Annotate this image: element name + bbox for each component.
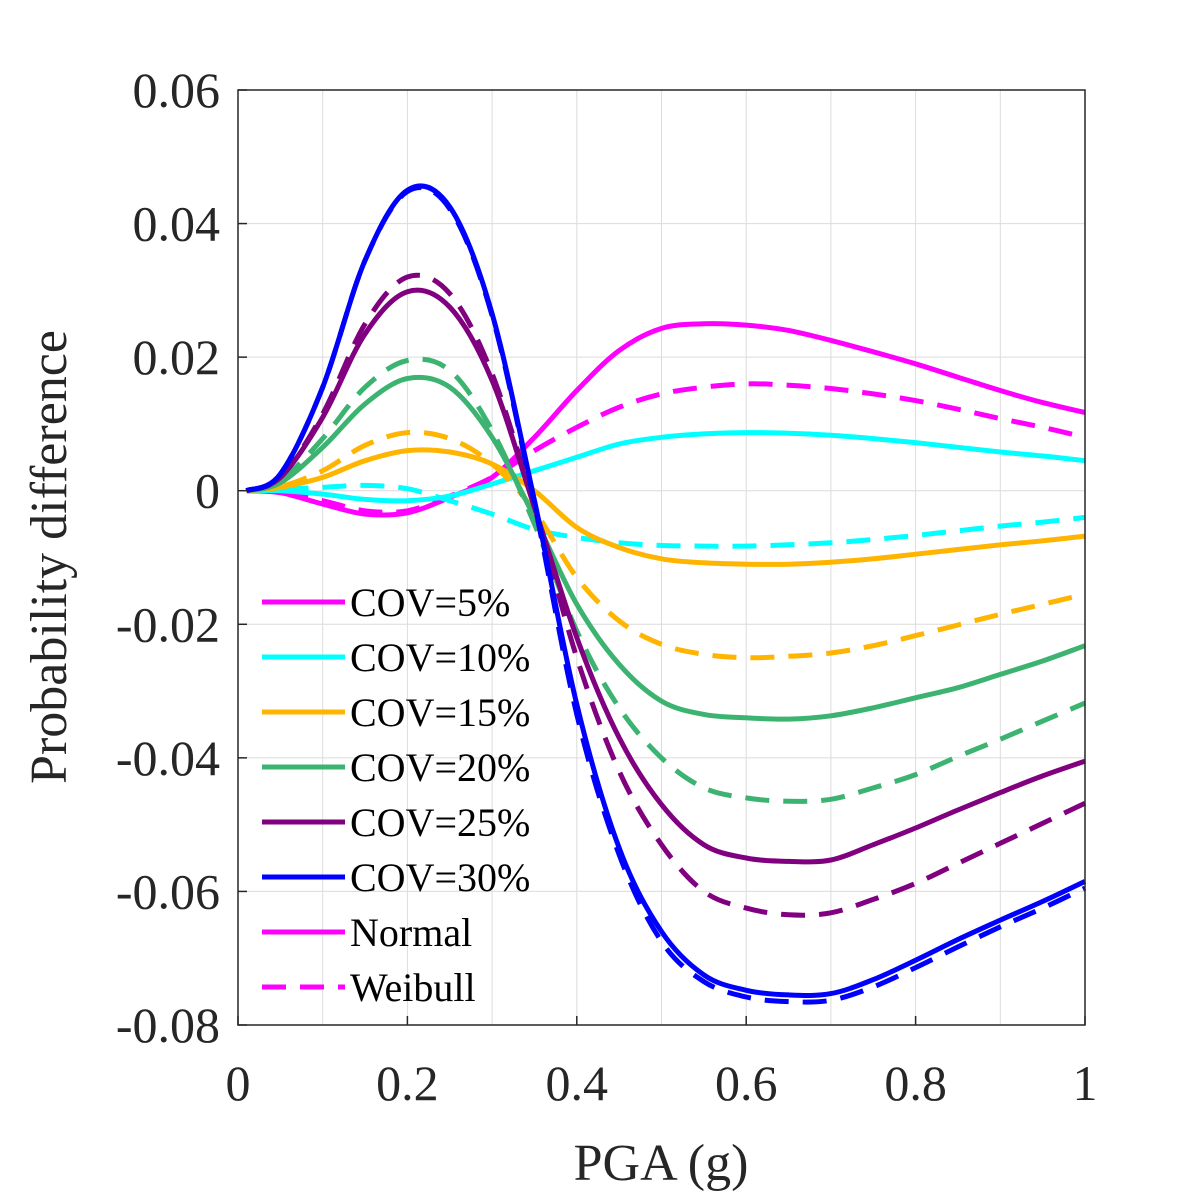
legend-label: COV=15%: [350, 690, 530, 735]
y-tick-label: 0.02: [133, 329, 221, 385]
plot-frame: [237, 89, 1086, 1026]
legend-label: COV=5%: [350, 580, 510, 625]
x-tick-label: 1: [1073, 1055, 1098, 1111]
series-line-cov10-normal: [246, 430, 1086, 504]
legend-label: COV=25%: [350, 800, 530, 845]
series-line-cov5-normal: [246, 321, 1086, 518]
series-line-cov25-weibull: [245, 272, 1087, 918]
y-axis-ticks: -0.08 -0.06 -0.04 -0.02 0 0.02 0.04 0.06: [116, 62, 247, 1053]
plot-series: [245, 183, 1087, 1005]
y-tick-label: 0.04: [133, 196, 221, 252]
legend-label: Normal: [350, 910, 472, 955]
series-line-cov30-weibull: [245, 185, 1087, 1005]
legend-label: COV=20%: [350, 745, 530, 790]
series-line-cov20-weibull: [245, 356, 1086, 804]
x-tick-label: 0.4: [546, 1055, 609, 1111]
series-line-cov10-weibull: [246, 482, 1086, 549]
y-tick-label: -0.04: [116, 730, 220, 786]
x-tick-label: 0.2: [376, 1055, 439, 1111]
series-line-cov5-weibull: [246, 381, 1086, 515]
y-tick-label: 0: [195, 463, 220, 519]
x-tick-label: 0.8: [884, 1055, 947, 1111]
x-axis-label: PGA (g): [574, 1135, 749, 1192]
x-tick-label: 0: [226, 1055, 251, 1111]
series-line-cov15-normal: [246, 447, 1086, 567]
x-tick-label: 0.6: [715, 1055, 778, 1111]
y-tick-label: -0.06: [116, 863, 220, 919]
series-line-cov20-normal: [245, 374, 1086, 722]
series-line-cov25-normal: [245, 287, 1086, 865]
legend-label: COV=30%: [350, 855, 530, 900]
x-axis-ticks: 0 0.2 0.4 0.6 0.8 1: [226, 1016, 1098, 1111]
legend: COV=5% COV=10% COV=15% COV=20% COV=25% COV=30…: [262, 580, 530, 1010]
legend-label: COV=10%: [350, 635, 530, 680]
series-line-cov15-weibull: [246, 429, 1086, 661]
y-tick-label: -0.02: [116, 596, 220, 652]
legend-label: Weibull: [350, 965, 476, 1010]
y-tick-label: 0.06: [133, 62, 221, 118]
y-tick-label: -0.08: [116, 997, 220, 1053]
y-axis-label: Probability difference: [21, 330, 78, 784]
